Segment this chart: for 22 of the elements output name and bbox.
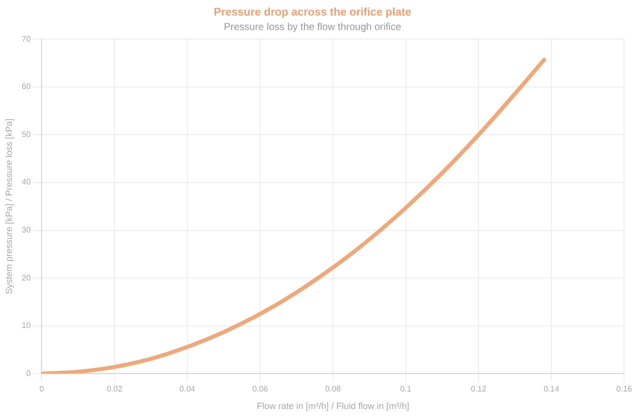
x-tick-label: 0.14 — [544, 384, 560, 394]
y-tick-label: 40 — [22, 178, 32, 187]
x-tick-label: 0 — [39, 384, 44, 394]
x-tick-label: 0.16 — [616, 384, 633, 394]
y-tick-label: 50 — [22, 130, 32, 139]
x-tick-label: 0.04 — [180, 384, 196, 394]
y-tick-label: 70 — [22, 34, 32, 44]
x-tick-label: 0.08 — [325, 384, 342, 394]
x-tick-label: 0.06 — [252, 384, 268, 394]
chart-subtitle: Pressure loss by the flow through orifice — [224, 22, 402, 33]
x-tick-label: 0.02 — [106, 384, 123, 394]
x-tick-label: 0.12 — [470, 384, 487, 394]
chart-title: Pressure drop across the orifice plate — [214, 6, 412, 19]
x-axis-title: Flow rate in [m³/h] / Fluid flow in [m³/h] — [256, 401, 410, 412]
y-axis-title: System pressure [kPa] / Pressure loss [kPa] — [4, 118, 14, 294]
y-tick-label: 60 — [22, 82, 32, 92]
y-tick-label: 10 — [22, 321, 32, 330]
y-tick-label: 30 — [22, 225, 32, 234]
line-series — [42, 58, 546, 374]
x-tick-label: 0.1 — [400, 384, 412, 394]
y-tick-label: 0 — [26, 368, 32, 378]
y-tick-label: 20 — [22, 273, 32, 282]
